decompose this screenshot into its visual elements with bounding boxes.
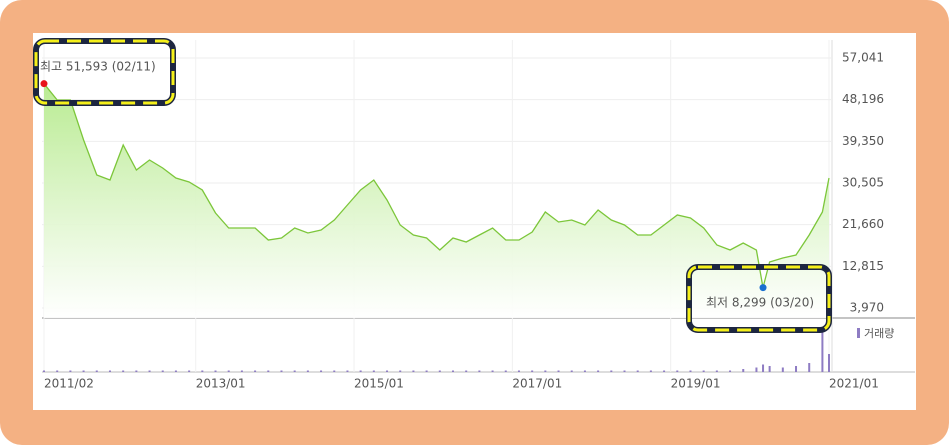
y-tick-label: 12,815 (842, 259, 884, 273)
volume-bar (808, 363, 811, 372)
high-marker (40, 80, 48, 88)
x-tick-label: 2021/01 (829, 377, 879, 391)
y-tick-label: 21,660 (842, 217, 884, 231)
volume-bar (188, 370, 191, 372)
volume-bar (649, 370, 652, 372)
volume-bar (425, 370, 428, 372)
volume-bar (359, 370, 362, 372)
legend-label: 거래량 (864, 327, 894, 340)
volume-bar (781, 367, 784, 372)
volume-bar (768, 366, 771, 372)
volume-bar (504, 370, 507, 372)
volume-bar (531, 370, 534, 372)
volume-bar (689, 370, 692, 372)
volume-bar (828, 354, 830, 372)
volume-bar (557, 370, 560, 372)
volume-bar (451, 370, 454, 372)
volume-bar (438, 370, 441, 372)
high-label: 최고 51,593 (02/11) (40, 60, 156, 74)
volume-bar (56, 370, 59, 372)
volume-bar (280, 370, 283, 372)
volume-bar (135, 370, 138, 372)
volume-bar (82, 370, 85, 372)
volume-bar (623, 370, 626, 372)
y-tick-label: 3,970 (850, 301, 884, 315)
volume-bar (174, 370, 177, 372)
volume-bar (755, 367, 758, 372)
volume-bar (108, 370, 111, 372)
volume-bar (517, 370, 520, 372)
x-tick-label: 2017/01 (512, 377, 562, 391)
y-tick-label: 30,505 (842, 176, 884, 190)
volume-bar (465, 370, 468, 372)
y-tick-label: 57,041 (842, 51, 884, 65)
volume-bar (399, 370, 402, 372)
volume-bar (412, 370, 415, 372)
volume-bar (214, 370, 217, 372)
y-tick-label: 39,350 (842, 134, 884, 148)
volume-bar (267, 370, 270, 372)
low-label: 최저 8,299 (03/20) (706, 296, 814, 310)
volume-bar (320, 370, 323, 372)
volume-bar (570, 370, 573, 372)
x-tick-label: 2015/01 (354, 377, 404, 391)
volume-bar (201, 370, 204, 372)
volume-bar (491, 370, 494, 372)
volume-bar (43, 370, 45, 372)
highlight-box (687, 265, 831, 332)
price-line (43, 83, 830, 288)
volume-bar (597, 370, 600, 372)
volume-bar (742, 369, 745, 372)
volume-bar (636, 370, 639, 372)
volume-bar (583, 370, 586, 372)
volume-bar (333, 370, 336, 372)
x-tick-label: 2019/01 (671, 377, 721, 391)
volume-bar (372, 370, 375, 372)
volume-bar (148, 370, 151, 372)
low-marker (759, 284, 767, 292)
volume-bar (240, 370, 243, 372)
volume-bar (386, 370, 389, 372)
volume-bar (821, 327, 824, 372)
volume-bar (293, 370, 296, 372)
volume-bar (676, 370, 679, 372)
area (44, 83, 829, 318)
legend-swatch (857, 328, 860, 338)
volume-bar (122, 370, 125, 372)
volume-bar (161, 370, 164, 372)
volume-bar (478, 370, 481, 372)
volume-bar (346, 370, 349, 372)
volume-bar (729, 370, 732, 372)
volume-bar (702, 370, 705, 372)
volume-bar (795, 366, 798, 372)
y-tick-label: 48,196 (842, 92, 884, 106)
x-tick-label: 2013/01 (196, 377, 246, 391)
volume-bar (663, 370, 666, 372)
volume-bar (306, 370, 309, 372)
volume-bar (95, 370, 98, 372)
highlight-box (34, 39, 175, 105)
volume-bar (762, 364, 765, 372)
volume-bar (715, 370, 718, 372)
volume-bar (544, 370, 547, 372)
volume-bar (227, 370, 230, 372)
x-tick-label: 2011/02 (44, 377, 94, 391)
volume-bar (254, 370, 257, 372)
volume-bar (69, 370, 72, 372)
volume-bar (610, 370, 613, 372)
